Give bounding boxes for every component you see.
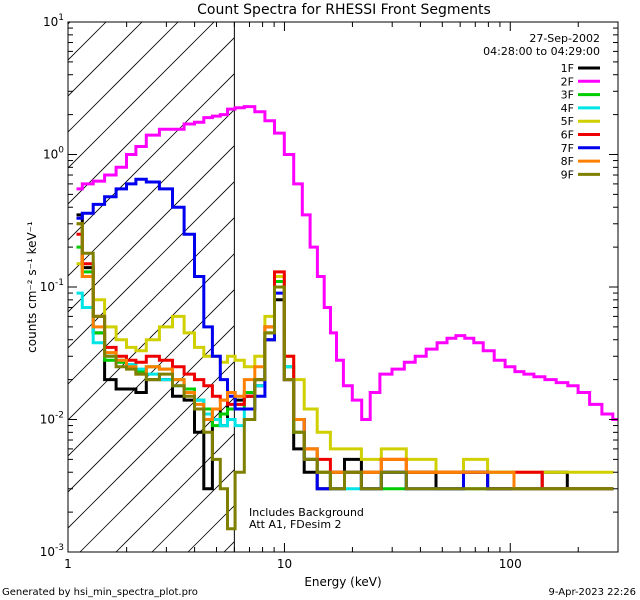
generated-by-text: Generated by hsi_min_spectra_plot.pro xyxy=(2,587,198,598)
timestamp-text: 9-Apr-2023 22:26 xyxy=(549,587,636,598)
legend-label-4f: 4F xyxy=(561,102,574,115)
hatch-line xyxy=(68,361,235,529)
series-line-7f xyxy=(76,177,614,491)
y-tick-label: 101 xyxy=(43,13,64,29)
hatch-line xyxy=(68,22,215,169)
series-line-8f xyxy=(76,222,614,491)
hatch-line xyxy=(79,397,235,552)
time-range-label: 04:28:00 to 04:29:00 xyxy=(483,45,600,58)
hatch-line xyxy=(68,22,71,25)
series-line-6f xyxy=(76,232,614,491)
x-axis-label: Energy (keV) xyxy=(304,575,381,589)
hatch-line xyxy=(223,541,235,552)
hatch-line xyxy=(68,22,107,61)
x-tick-label: 10 xyxy=(277,557,292,571)
x-tick-label: 1 xyxy=(64,557,72,571)
date-label: 27-Sep-2002 xyxy=(529,32,600,45)
annotation-line-1: Includes Background xyxy=(249,506,364,519)
hatch-line xyxy=(68,22,179,133)
series-line-9f xyxy=(76,222,614,531)
legend-label-5f: 5F xyxy=(561,115,574,128)
y-tick-label: 10-2 xyxy=(40,411,64,427)
legend-label-9f: 9F xyxy=(561,168,574,181)
y-axis-label: counts cm⁻² s⁻¹ keV⁻¹ xyxy=(25,221,39,353)
legend-label-8f: 8F xyxy=(561,155,574,168)
legend-label-7f: 7F xyxy=(561,142,574,155)
axis-ticks: 1 10 100 101 100 10-1 10-2 10-3 xyxy=(40,13,619,571)
series-line-2f xyxy=(76,105,618,421)
hatch-line xyxy=(440,0,640,552)
hatch-line xyxy=(68,145,235,313)
hatch-line xyxy=(68,289,235,457)
series-group xyxy=(76,105,618,531)
hatch-line xyxy=(115,433,235,552)
series-line-5f xyxy=(76,262,614,474)
y-tick-label: 100 xyxy=(43,146,64,162)
hatch-line xyxy=(404,0,640,552)
hatch-line xyxy=(68,37,235,205)
hatch-line xyxy=(512,0,640,552)
annotation-line-2: Att A1, FDesim 2 xyxy=(249,518,342,531)
legend-label-2f: 2F xyxy=(561,75,574,88)
hatch-line xyxy=(68,181,235,349)
hatch-line xyxy=(620,0,640,552)
y-tick-label: 10-1 xyxy=(40,278,64,294)
legend-label-6f: 6F xyxy=(561,129,574,142)
hatch-line xyxy=(68,73,235,241)
chart-title: Count Spectra for RHESSI Front Segments xyxy=(197,2,491,18)
hatch-line xyxy=(68,253,235,421)
y-tick-label: 10-3 xyxy=(40,543,64,559)
hatch-line xyxy=(476,0,640,552)
x-tick-label: 100 xyxy=(499,557,522,571)
hatch-line xyxy=(68,325,235,493)
legend-label-1f: 1F xyxy=(561,62,574,75)
legend-label-3f: 3F xyxy=(561,89,574,102)
hatch-line xyxy=(68,217,235,385)
hatch-line xyxy=(68,22,143,97)
